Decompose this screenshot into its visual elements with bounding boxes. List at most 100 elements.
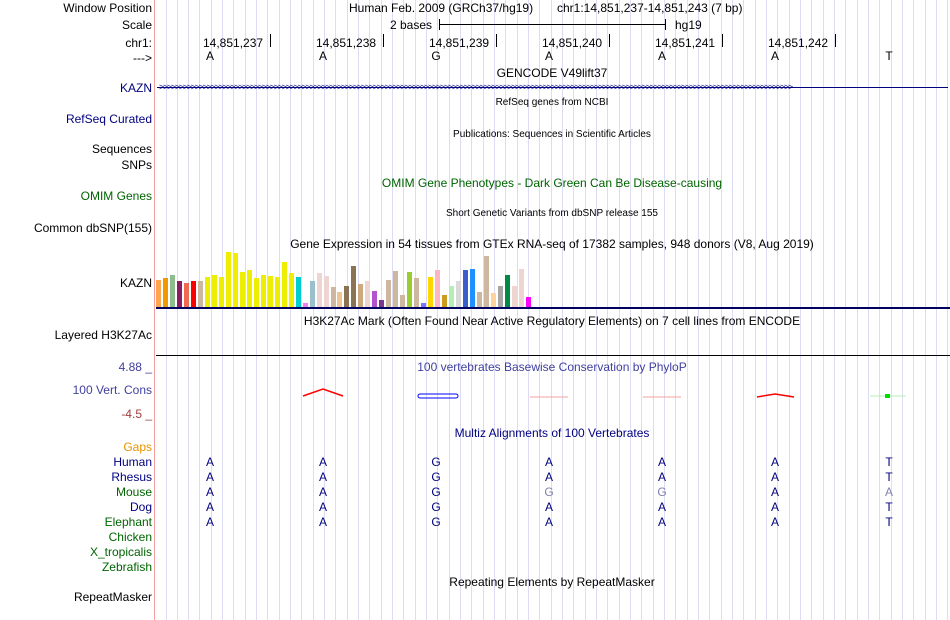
gtex-bar[interactable] [463,269,469,307]
grid-line [766,0,767,620]
gtex-bar[interactable] [337,291,343,307]
label-repeatmasker[interactable]: RepeatMasker [73,590,152,604]
gtex-bar[interactable] [372,290,378,307]
gtex-bar[interactable] [197,280,203,307]
aligned-base: A [657,515,667,529]
pubs-track-title: Publications: Sequences in Scientific Ar… [453,129,651,140]
label-snps[interactable]: SNPs [121,158,152,172]
gtex-bar[interactable] [288,273,294,307]
gtex-bar[interactable] [400,295,406,307]
gtex-bar[interactable] [232,253,238,307]
grid-line [755,0,756,620]
grid-line [256,0,257,620]
gtex-bar[interactable] [344,286,350,307]
gtex-bar[interactable] [239,272,245,307]
gtex-bar[interactable] [330,287,336,307]
species-label[interactable]: Zebrafish [101,560,152,574]
gtex-bar[interactable] [295,277,301,307]
gtex-bar[interactable] [323,276,329,307]
gtex-bar[interactable] [393,271,399,307]
aligned-base: A [205,515,215,529]
label-gaps[interactable]: Gaps [123,440,152,454]
gtex-bar[interactable] [525,297,531,307]
gtex-bar[interactable] [358,284,364,307]
gtex-bar[interactable] [470,268,476,307]
grid-line [188,0,189,620]
gtex-bar[interactable] [253,278,259,307]
grid-line [290,0,291,620]
label-strand[interactable]: ---> [133,51,152,65]
label-kazn[interactable]: KAZN [119,81,152,95]
grid-line [891,0,892,620]
gtex-bar[interactable] [267,276,273,307]
grid-line [301,0,302,620]
species-label[interactable]: Dog [129,500,152,514]
gtex-bar-chart[interactable] [156,250,536,307]
gtex-bar[interactable] [225,252,231,307]
label-gtex[interactable]: KAZN [119,276,152,290]
gtex-bar[interactable] [281,262,287,307]
ruler-tick [383,34,384,47]
gtex-bar[interactable] [456,281,462,307]
gtex-bar[interactable] [407,272,413,307]
label-dbsnp[interactable]: Common dbSNP(155) [33,221,152,235]
gtex-bar[interactable] [162,278,168,307]
label-refseq[interactable]: RefSeq Curated [65,112,152,126]
aligned-base: A [318,485,328,499]
gtex-bar[interactable] [204,277,210,307]
reference-base: A [770,49,780,63]
gtex-bar[interactable] [477,292,483,307]
gtex-bar[interactable] [379,300,385,307]
gtex-bar[interactable] [511,286,517,307]
rmsk-track-title: Repeating Elements by RepeatMasker [449,575,655,589]
label-sequences[interactable]: Sequences [91,142,152,156]
gtex-bar[interactable] [169,275,175,307]
gtex-bar[interactable] [414,278,420,307]
species-label[interactable]: Rhesus [111,470,152,484]
gtex-bar[interactable] [274,277,280,307]
gtex-bar[interactable] [183,283,189,307]
gtex-bar[interactable] [442,295,448,307]
species-label[interactable]: Elephant [104,515,152,529]
gtex-bar[interactable] [491,293,497,307]
gtex-bar[interactable] [351,266,357,307]
gtex-bar[interactable] [484,256,490,307]
gtex-bar[interactable] [518,268,524,307]
label-omim[interactable]: OMIM Genes [80,189,152,203]
aligned-base: A [657,500,667,514]
aligned-base: G [431,515,441,529]
aligned-base: G [431,470,441,484]
gtex-bar[interactable] [302,302,308,307]
gtex-bar[interactable] [498,285,504,307]
scale-bar-end [665,19,666,30]
species-label[interactable]: Mouse [115,485,152,499]
grid-line [687,0,688,620]
grid-line [709,0,710,620]
gtex-bar[interactable] [218,277,224,307]
reference-base: T [885,49,893,63]
ruler-position: 14,851,241 [655,36,716,50]
grid-line [233,0,234,620]
label-cons[interactable]: 100 Vert. Cons [72,383,152,397]
gtex-bar[interactable] [246,270,252,307]
species-label[interactable]: Chicken [108,530,152,544]
gtex-bar[interactable] [435,270,441,307]
phylop-graph[interactable] [0,380,950,410]
gtex-bar[interactable] [211,275,217,307]
gtex-bar[interactable] [190,281,196,307]
label-h3k27ac[interactable]: Layered H3K27Ac [54,328,152,342]
gtex-bar[interactable] [309,281,315,307]
gtex-bar[interactable] [260,275,266,307]
gtex-bar[interactable] [449,286,455,307]
gtex-bar[interactable] [428,277,434,307]
species-label[interactable]: Human [113,455,152,469]
gtex-bar[interactable] [365,280,371,307]
gtex-bar[interactable] [386,279,392,307]
gtex-bar[interactable] [316,273,322,307]
gtex-bar[interactable] [505,275,510,307]
gtex-bar[interactable] [176,280,182,307]
species-label[interactable]: X_tropicalis [89,545,152,559]
gtex-bar[interactable] [156,279,161,307]
kazn-gene-line[interactable] [157,87,948,88]
gtex-bar[interactable] [421,303,427,307]
